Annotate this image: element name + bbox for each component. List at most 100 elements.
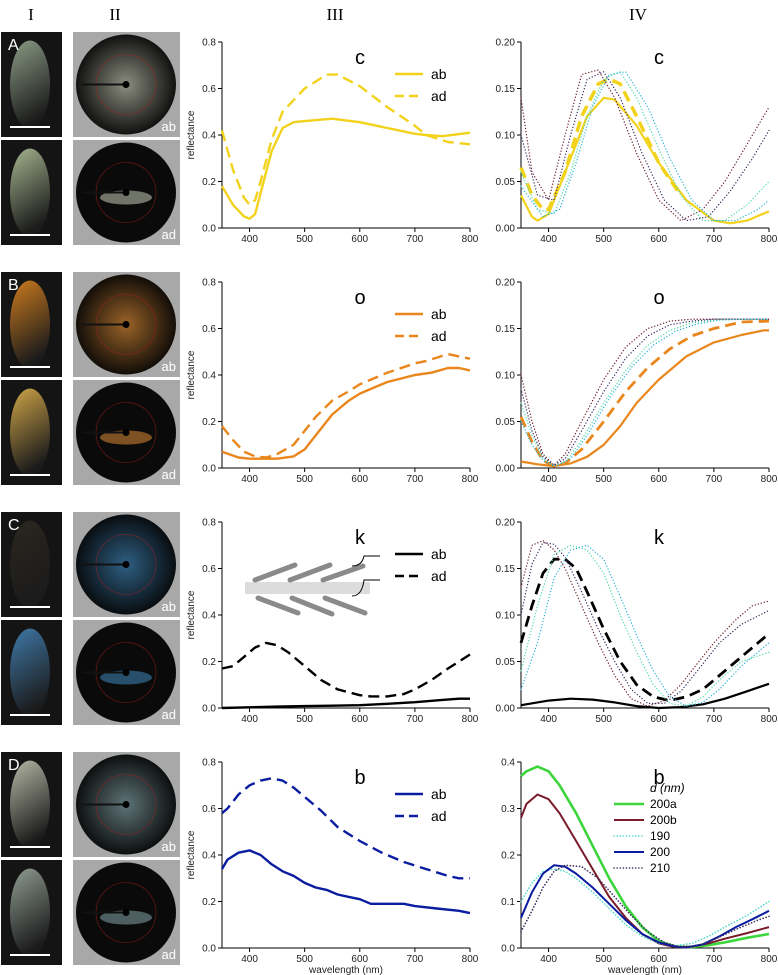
y-tick-label: 0.0	[202, 944, 216, 955]
side-label: ad	[162, 227, 176, 242]
side-label: ab	[162, 119, 176, 134]
legend-label: 200a	[650, 797, 677, 811]
series-line-ad	[519, 77, 683, 212]
legend-label: 200	[650, 845, 670, 859]
x-tick-label: 600	[351, 234, 368, 245]
center-dot	[122, 189, 130, 196]
x-tick-label: 800	[761, 234, 778, 245]
center-dot	[122, 801, 130, 808]
x-tick-label: 400	[241, 954, 258, 965]
chart-B-IV: 0.00 0.05 0.10 0.15 0.20 400 500 600 700 800 o	[496, 278, 778, 486]
y-tick-label: 0.8	[202, 38, 216, 49]
x-tick-label: 600	[650, 714, 667, 725]
panels: 0.0 0.2 0.4 0.6 0.8 400 500 600 700 800 reflectanc…	[1, 32, 778, 975]
series-line-ab	[220, 849, 471, 915]
photo-B-ad	[1, 380, 62, 485]
x-tick-label: 400	[241, 714, 258, 725]
x-tick-label: 400	[540, 714, 557, 725]
panel-letter: o	[653, 287, 664, 309]
x-tick-label: 700	[706, 234, 723, 245]
connector-ab	[351, 555, 380, 567]
photo-A-ad	[1, 140, 62, 245]
legend-title: d (nm)	[650, 781, 685, 795]
x-tick-label: 800	[462, 474, 479, 485]
chart-C-III: 0.0 0.2 0.4 0.6 0.8 400 500 600 700 800 reflectanc…	[186, 518, 479, 726]
x-tick-label: 700	[407, 714, 424, 725]
center-dot	[122, 909, 130, 916]
x-tick-label: 600	[650, 234, 667, 245]
series-line-d4	[520, 318, 770, 467]
x-tick-label: 500	[595, 714, 612, 725]
side-label: ad	[162, 467, 176, 482]
legend-label: ad	[431, 568, 447, 584]
series-line-d1	[520, 539, 770, 707]
y-tick-label: 0.0	[501, 944, 515, 955]
scatterogram-C-ad: ad	[73, 620, 180, 725]
x-tick-label: 800	[462, 714, 479, 725]
y-tick-label: 0.20	[496, 278, 516, 289]
scatterogram-A-ad: ad	[73, 140, 180, 245]
scale-bar	[289, 595, 335, 617]
center-dot	[122, 429, 130, 436]
side-label: ab	[162, 359, 176, 374]
series-line-d3	[520, 544, 770, 707]
legend-label: 200b	[650, 813, 677, 827]
side-label: ab	[162, 599, 176, 614]
x-tick-label: 800	[462, 234, 479, 245]
x-tick-label: 400	[540, 954, 557, 965]
chart-A-IV: 0.00 0.05 0.10 0.15 0.20 400 500 600 700 800 c	[496, 38, 778, 246]
series-line-d2	[520, 541, 770, 705]
y-tick-label: 0.0	[202, 464, 216, 475]
chart-D-III: 0.0 0.2 0.4 0.6 0.8 400 500 600 700 800 reflectanc…	[186, 758, 479, 975]
y-tick-label: 0.8	[202, 278, 216, 289]
x-tick-label: 700	[407, 474, 424, 485]
y-tick-label: 0.4	[202, 371, 216, 382]
row-label: C	[8, 517, 20, 534]
series-line-ab	[520, 329, 769, 468]
series-line-d4	[520, 71, 770, 222]
panel-letter: c	[355, 47, 365, 69]
y-axis-label: reflectance	[186, 350, 197, 399]
x-tick-label: 700	[706, 474, 723, 485]
x-tick-label: 700	[706, 954, 723, 965]
series-line-ab	[221, 366, 471, 460]
x-tick-label: 600	[650, 474, 667, 485]
scale-bar	[287, 562, 333, 583]
series-line-d2	[520, 71, 770, 222]
y-tick-label: 0.3	[501, 804, 515, 815]
legend-label: 190	[650, 829, 670, 843]
x-tick-label: 500	[296, 234, 313, 245]
row-label: A	[8, 37, 19, 54]
y-tick-label: 0.6	[202, 564, 216, 575]
side-label: ad	[162, 707, 176, 722]
series-line-d2	[520, 318, 770, 466]
x-tick-label: 700	[706, 714, 723, 725]
scatterogram-A-ab: ab	[73, 32, 180, 137]
y-tick-label: 0.00	[496, 464, 516, 475]
legend-label: ab	[431, 66, 447, 82]
photo-D-ab: D	[1, 752, 62, 857]
series-line-d1	[520, 318, 770, 466]
legend-label: ab	[431, 546, 447, 562]
y-tick-label: 0.4	[202, 851, 216, 862]
y-tick-label: 0.20	[496, 38, 516, 49]
x-tick-label: 500	[296, 474, 313, 485]
series-line-ab	[221, 697, 470, 710]
column-header-3: III	[327, 5, 344, 24]
scatterogram-D-ad: ad	[73, 860, 180, 965]
scale-specimen	[10, 40, 50, 129]
series-line-ad	[220, 73, 471, 206]
side-label: ab	[162, 839, 176, 854]
scatterogram-D-ab: ab	[73, 752, 180, 857]
legend-label: ad	[431, 328, 447, 344]
connector-ad	[351, 579, 380, 597]
y-tick-label: 0.2	[202, 657, 216, 668]
panel-letter: b	[653, 767, 664, 789]
x-tick-label: 500	[296, 714, 313, 725]
photo-D-ad	[1, 860, 62, 965]
x-tick-label: 800	[761, 474, 778, 485]
panel-letter: k	[654, 527, 665, 549]
series-line-d1	[520, 69, 770, 222]
series-line-200	[520, 864, 770, 949]
y-axis-label: reflectance	[186, 830, 197, 879]
